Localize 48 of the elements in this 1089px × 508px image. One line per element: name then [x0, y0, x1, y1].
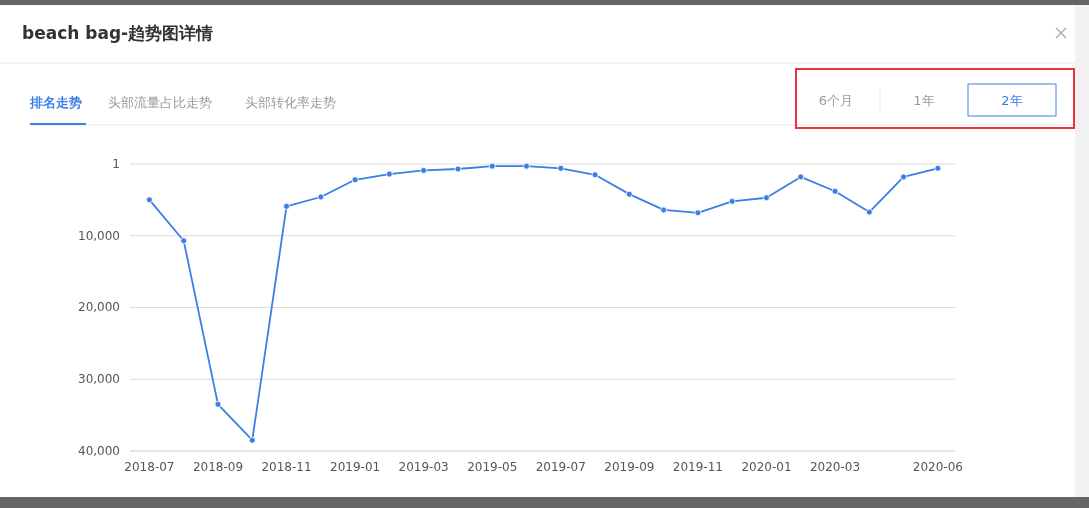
x-tick-label: 2018-11	[261, 460, 312, 474]
x-tick-label: 2019-07	[535, 460, 586, 474]
point	[831, 187, 839, 195]
y-tick-label: 30,000	[78, 372, 120, 387]
point	[146, 196, 153, 204]
x-tick-label: 2018-07	[124, 460, 175, 474]
x-tick-label: 2019-11	[672, 460, 723, 474]
text: 1年	[913, 93, 935, 108]
point	[591, 171, 599, 179]
text: 排名走势	[29, 95, 82, 110]
point	[694, 209, 702, 217]
x-tick-label: 2020-01	[741, 460, 792, 474]
x-tick-label: 2019-01	[330, 460, 381, 474]
point	[317, 193, 325, 201]
y-tick-label: 10,000	[78, 228, 120, 243]
point	[900, 173, 907, 181]
point	[763, 194, 770, 202]
point	[420, 167, 428, 174]
x-tick-label: 2019-09	[604, 460, 655, 474]
point	[214, 400, 222, 408]
point	[385, 170, 393, 178]
y-tick-label: 1	[112, 157, 120, 171]
text: 2年	[1001, 93, 1023, 108]
text: 头部流量占比走势	[108, 95, 212, 110]
text: 头部转化率走势	[245, 95, 336, 110]
x-tick-label: 2019-05	[467, 460, 518, 474]
point	[523, 162, 530, 170]
point	[488, 162, 496, 170]
chart-title: beach bag-趋势图详情	[22, 23, 214, 43]
point	[625, 190, 633, 198]
text: 6个月	[818, 93, 854, 108]
point	[660, 206, 668, 214]
y-tick-label: 40,000	[78, 444, 120, 458]
point	[248, 436, 256, 444]
x-tick-label: 2020-03	[809, 460, 861, 474]
point	[797, 173, 805, 181]
point	[283, 202, 290, 210]
x-tick-label: 2020-06	[912, 460, 963, 474]
point	[865, 208, 873, 216]
y-tick-label: 20,000	[78, 300, 120, 315]
point	[934, 164, 942, 172]
point	[728, 197, 736, 205]
point	[454, 165, 462, 173]
x-tick-label: 2018-09	[192, 460, 244, 474]
point	[351, 176, 359, 184]
point	[180, 237, 188, 245]
x-tick-label: 2019-03	[398, 460, 449, 474]
point	[557, 164, 565, 172]
